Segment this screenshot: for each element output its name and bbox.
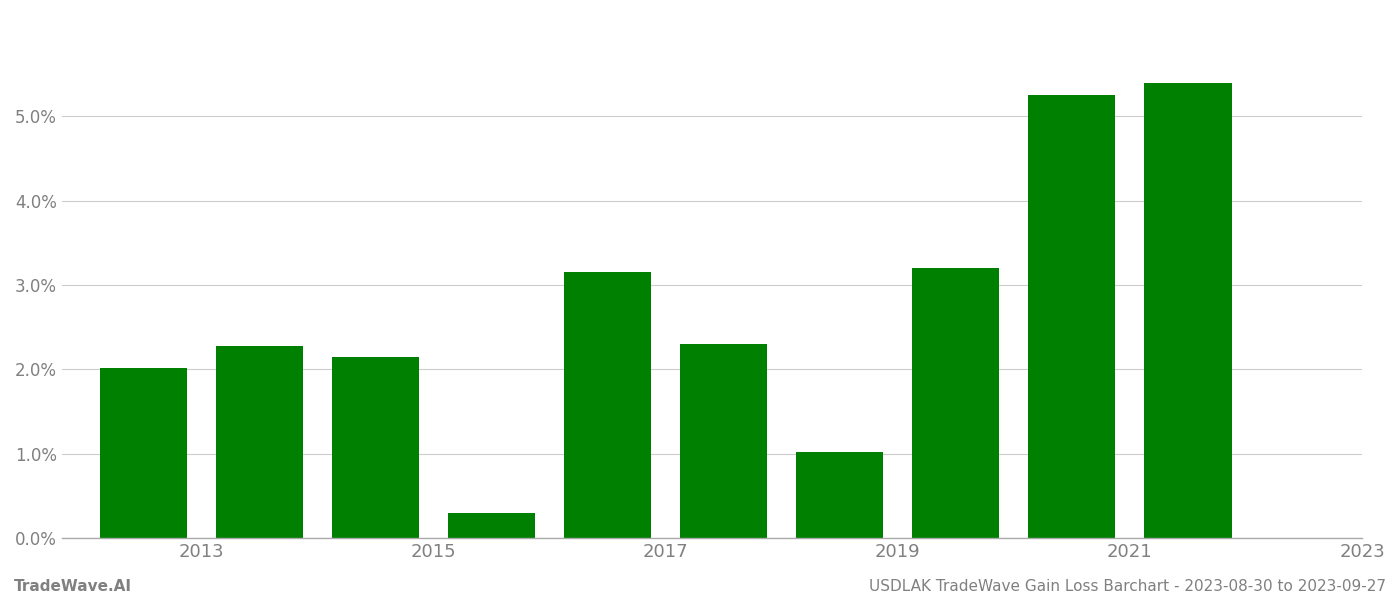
- Bar: [448, 513, 535, 538]
- Bar: [1029, 95, 1116, 538]
- Bar: [1144, 83, 1232, 538]
- Bar: [99, 368, 186, 538]
- Bar: [913, 268, 1000, 538]
- Bar: [680, 344, 767, 538]
- Bar: [332, 357, 419, 538]
- Bar: [216, 346, 302, 538]
- Bar: [564, 272, 651, 538]
- Bar: [797, 452, 883, 538]
- Text: USDLAK TradeWave Gain Loss Barchart - 2023-08-30 to 2023-09-27: USDLAK TradeWave Gain Loss Barchart - 20…: [869, 579, 1386, 594]
- Text: TradeWave.AI: TradeWave.AI: [14, 579, 132, 594]
